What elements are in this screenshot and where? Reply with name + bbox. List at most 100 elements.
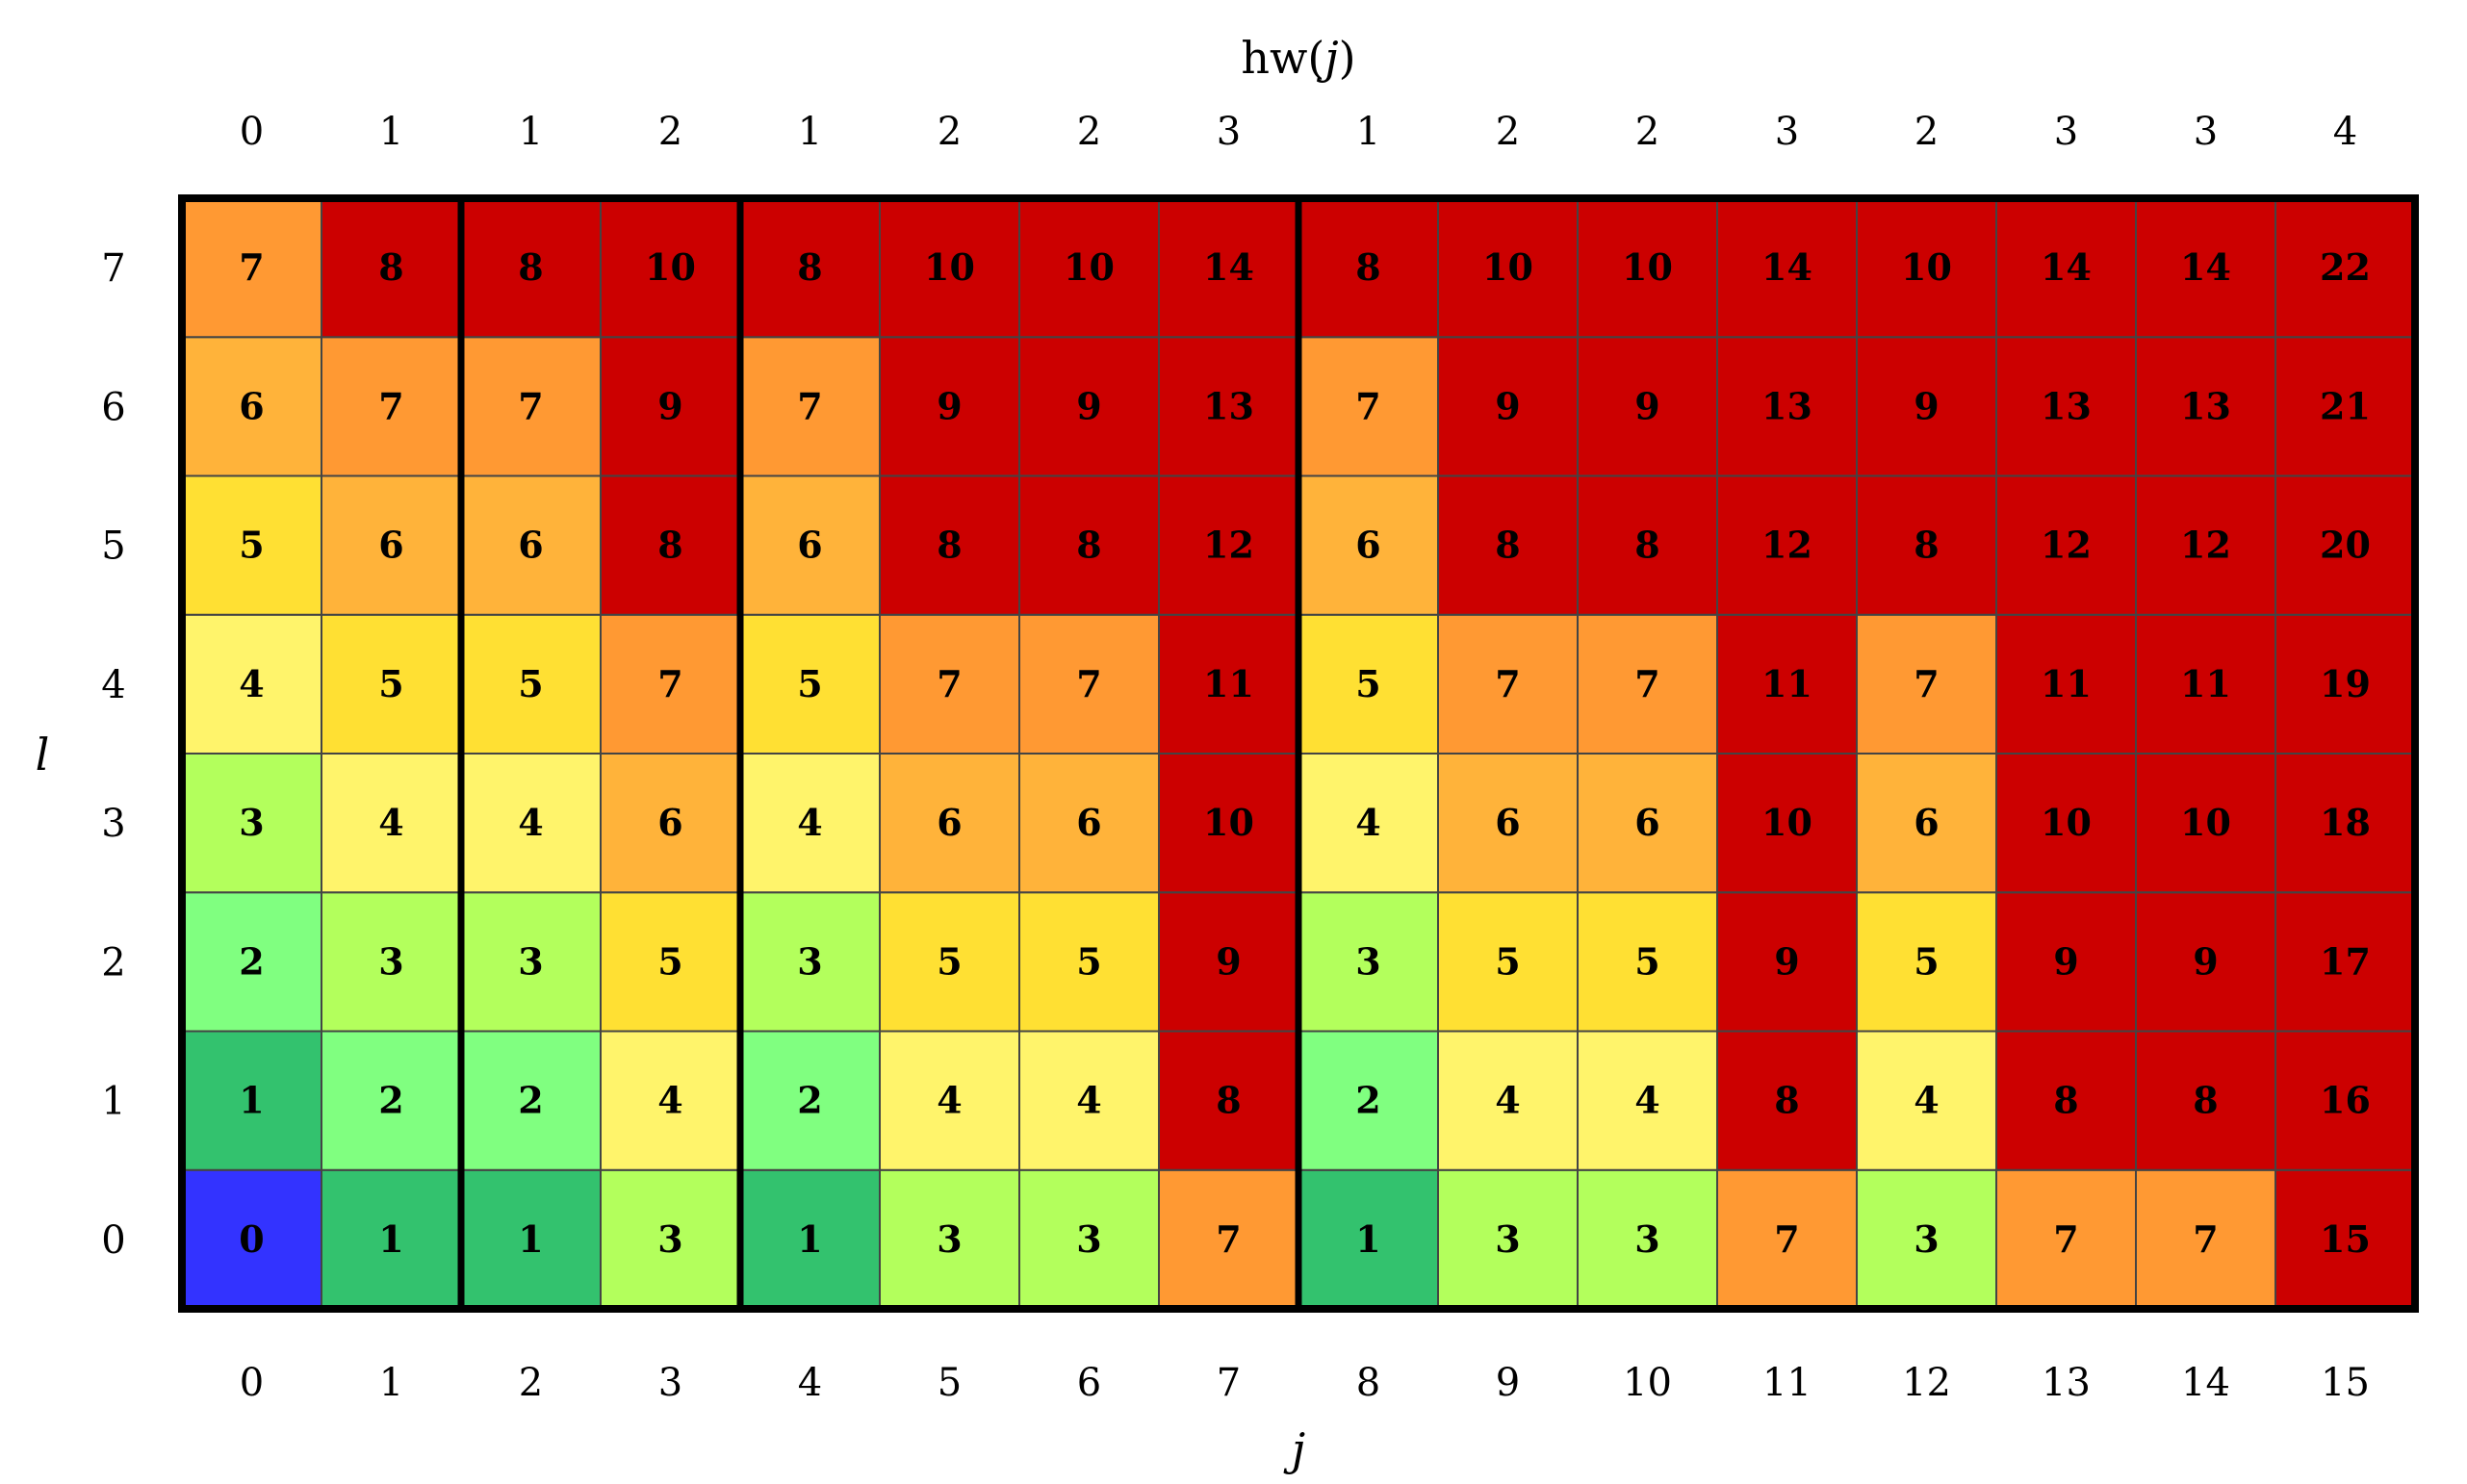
cell-value-label: 13 xyxy=(1761,384,1812,427)
cell-value-label: 14 xyxy=(1203,245,1254,289)
heatmap-cell xyxy=(181,891,322,1033)
cell-value-label: 6 xyxy=(239,384,264,427)
cell-value-label: 5 xyxy=(937,939,962,983)
heatmap-cell xyxy=(321,197,462,339)
hw-tick-label: 2 xyxy=(1635,110,1659,154)
cell-value-label: 7 xyxy=(518,384,543,427)
cell-value-label: 8 xyxy=(1355,245,1380,289)
cell-value-label: 7 xyxy=(1355,384,1380,427)
cell-value-label: 8 xyxy=(1495,524,1520,567)
heatmap-cell xyxy=(460,1030,602,1171)
heatmap-cell xyxy=(1856,891,1997,1033)
heatmap-cell xyxy=(879,753,1020,894)
cell-value-label: 16 xyxy=(2320,1079,2371,1122)
hw-tick-labels: 0 1 1 2 1 2 2 3 1 2 2 3 2 3 3 4 xyxy=(240,110,2357,154)
heatmap-cell xyxy=(1577,753,1718,894)
hw-tick-label: 3 xyxy=(1775,110,1799,154)
cell-value-label: 4 xyxy=(239,662,264,705)
y-tick-label: 3 xyxy=(101,802,125,846)
heatmap-cell xyxy=(739,753,881,894)
cell-value-label: 5 xyxy=(239,524,264,567)
heatmap-cell xyxy=(879,1030,1020,1171)
cell-value-label: 8 xyxy=(1914,524,1939,567)
heatmap-cell xyxy=(1577,1030,1718,1171)
cell-value-label: 8 xyxy=(1634,524,1659,567)
cell-value-label: 4 xyxy=(937,1079,962,1122)
top-axis-label-suffix: ) xyxy=(1339,32,1356,84)
cell-value-label: 6 xyxy=(797,524,822,567)
cell-value-label: 9 xyxy=(657,384,682,427)
y-tick-label: 5 xyxy=(101,525,125,569)
cell-value-label: 7 xyxy=(1495,662,1520,705)
heatmap-cell xyxy=(1437,613,1579,755)
cell-value-label: 14 xyxy=(2180,245,2231,289)
cell-value-label: 7 xyxy=(378,384,403,427)
heatmap-cell xyxy=(1018,336,1160,477)
x-tick-label: 15 xyxy=(2321,1361,2370,1405)
cell-value-label: 8 xyxy=(657,524,682,567)
cell-value-label: 13 xyxy=(2041,384,2092,427)
heatmap-cell xyxy=(1158,336,1299,477)
cell-value-label: 7 xyxy=(1076,662,1101,705)
hw-tick-label: 1 xyxy=(519,110,543,154)
heatmap-cell xyxy=(181,753,322,894)
cell-value-label: 2 xyxy=(797,1079,822,1122)
heatmap-cell xyxy=(2135,336,2276,477)
cell-value-label: 3 xyxy=(1076,1217,1101,1261)
heatmap-cell xyxy=(1716,613,1858,755)
heatmap-cell xyxy=(460,197,602,339)
heatmap-cell xyxy=(600,753,741,894)
cell-value-label: 1 xyxy=(378,1217,403,1261)
cell-value-label: 10 xyxy=(1064,245,1115,289)
cell-value-label: 5 xyxy=(1076,939,1101,983)
x-tick-label: 11 xyxy=(1762,1361,1812,1405)
heatmap-cell xyxy=(1577,474,1718,616)
cell-value-label: 9 xyxy=(2193,939,2218,983)
heatmap-cell xyxy=(739,613,881,755)
cell-value-label: 1 xyxy=(239,1079,264,1122)
heatmap-cell xyxy=(321,336,462,477)
x-tick-label: 0 xyxy=(240,1361,264,1405)
heatmap-cell xyxy=(1856,753,1997,894)
heatmap-cell xyxy=(1158,891,1299,1033)
heatmap-cell xyxy=(1018,613,1160,755)
hw-tick-label: 2 xyxy=(1496,110,1520,154)
x-tick-label: 12 xyxy=(1902,1361,1951,1405)
heatmap-cell xyxy=(1298,336,1439,477)
heatmap-cell xyxy=(879,891,1020,1033)
hw-tick-label: 2 xyxy=(658,110,682,154)
heatmap-cell xyxy=(181,1168,322,1310)
heatmap-cell xyxy=(1158,753,1299,894)
cell-value-label: 8 xyxy=(2193,1079,2218,1122)
heatmap-cell xyxy=(1716,197,1858,339)
heatmap-cell xyxy=(181,197,322,339)
cell-value-label: 3 xyxy=(1355,939,1380,983)
cell-value-label: 19 xyxy=(2320,662,2371,705)
cell-value-label: 10 xyxy=(1761,801,1812,844)
y-tick-label: 2 xyxy=(101,940,125,985)
heatmap-cell xyxy=(2135,197,2276,339)
x-tick-label: 6 xyxy=(1077,1361,1101,1405)
cell-value-label: 9 xyxy=(1076,384,1101,427)
heatmap-cell xyxy=(739,1030,881,1171)
heatmap-cells: 0 1 1 3 1 3 3 7 1 3 3 7 3 7 7 151 2 2 4 2 4 4 8 2 4 4 8 4 8 8 162 3 3 5 3 5… xyxy=(181,197,2416,1310)
cell-value-label: 8 xyxy=(1076,524,1101,567)
cell-value-label: 12 xyxy=(1203,524,1254,567)
heatmap-cell xyxy=(600,1030,741,1171)
heatmap-cell xyxy=(1158,1168,1299,1310)
heatmap-cell xyxy=(2274,1030,2416,1171)
heatmap-cell xyxy=(739,474,881,616)
x-tick-label: 3 xyxy=(658,1361,682,1405)
heatmap-cell xyxy=(2274,753,2416,894)
cell-value-label: 5 xyxy=(1355,662,1380,705)
heatmap-cell xyxy=(600,891,741,1033)
cell-value-label: 6 xyxy=(1634,801,1659,844)
cell-value-label: 10 xyxy=(2180,801,2231,844)
cell-value-label: 1 xyxy=(797,1217,822,1261)
cell-value-label: 5 xyxy=(518,662,543,705)
x-tick-label: 13 xyxy=(2042,1361,2091,1405)
heatmap-cell xyxy=(1716,1030,1858,1171)
cell-value-label: 15 xyxy=(2320,1217,2371,1261)
x-tick-label: 2 xyxy=(519,1361,543,1405)
